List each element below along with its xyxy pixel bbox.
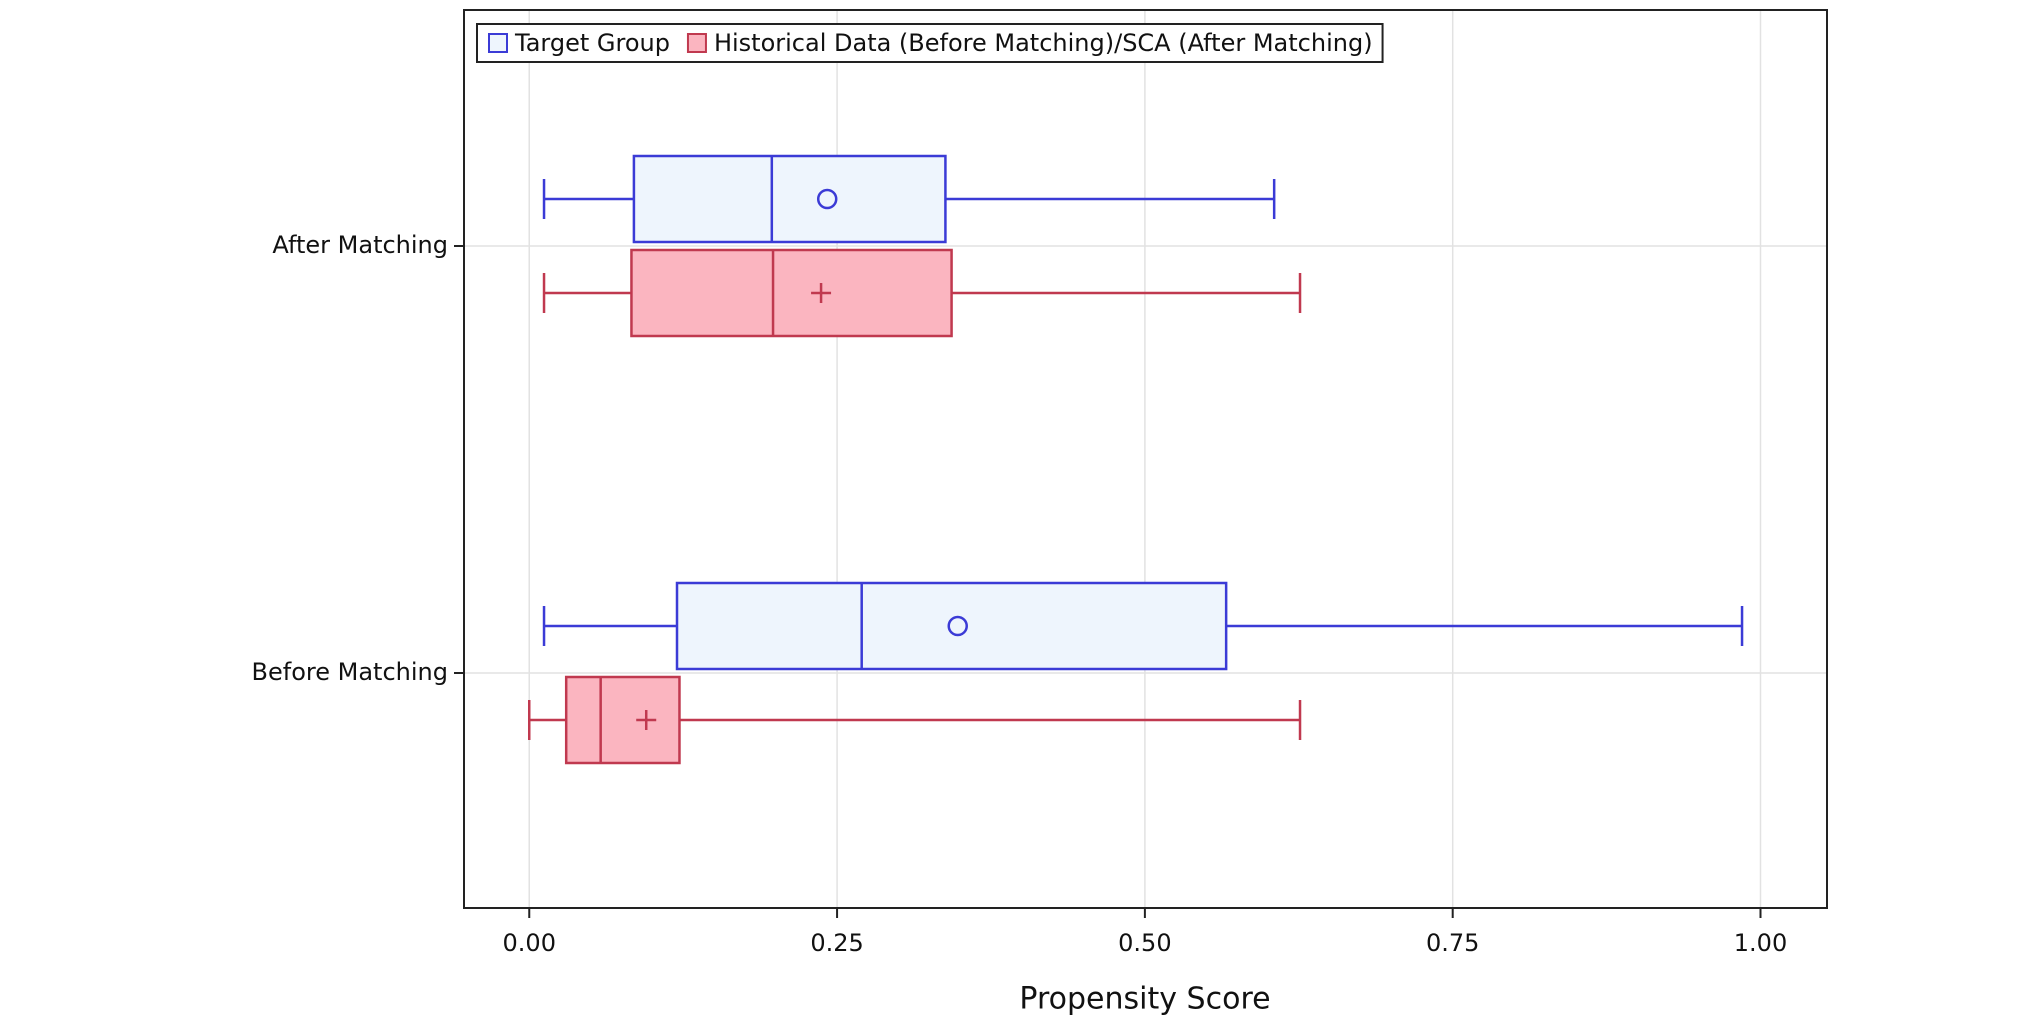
mean-marker xyxy=(811,283,832,303)
box xyxy=(632,154,947,244)
legend: Target Group Historical Data (Before Matc… xyxy=(476,23,1384,63)
box xyxy=(564,675,681,765)
plot-frame xyxy=(463,9,1828,909)
box xyxy=(675,581,1228,671)
mean-marker xyxy=(636,710,657,730)
x-tick-label: 0.25 xyxy=(810,929,863,957)
box xyxy=(630,248,953,338)
legend-label: Target Group xyxy=(514,29,670,57)
mean-marker xyxy=(947,615,968,637)
x-tick-label: 0.50 xyxy=(1118,929,1171,957)
legend-frame xyxy=(476,23,1384,63)
y-tick-label: Before Matching xyxy=(252,658,448,686)
x-axis-label: Propensity Score xyxy=(1019,982,1270,1017)
legend-swatch xyxy=(488,33,508,53)
legend-label: Historical Data (Before Matching)/SCA (A… xyxy=(714,29,1373,57)
x-tick-label: 1.00 xyxy=(1734,929,1787,957)
y-tick-label: After Matching xyxy=(272,231,448,259)
x-tick-label: 0.00 xyxy=(503,929,556,957)
mean-marker xyxy=(816,188,838,210)
x-tick-label: 0.75 xyxy=(1426,929,1479,957)
legend-swatch xyxy=(686,33,707,53)
